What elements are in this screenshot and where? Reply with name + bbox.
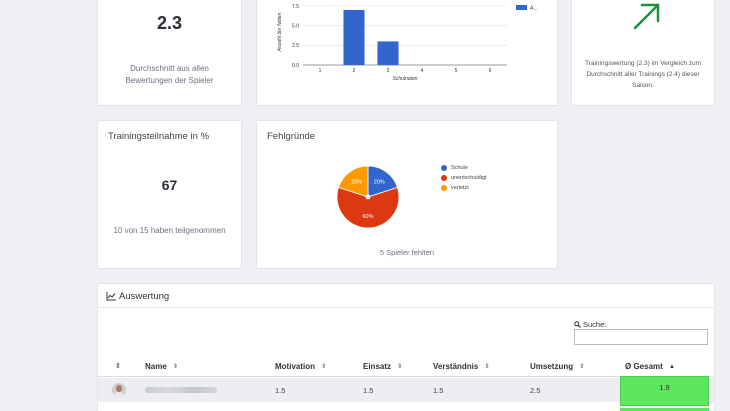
avatar-face bbox=[116, 385, 122, 392]
bar-chart-legend-swatch bbox=[516, 5, 527, 10]
avatar bbox=[112, 383, 126, 397]
table-row[interactable]: 1.5 1.5 1.5 2.5 1.8 bbox=[98, 376, 714, 406]
trend-description: Trainingswertung (2.3) im Vergleich zum … bbox=[584, 60, 702, 89]
search-input[interactable] bbox=[574, 329, 708, 345]
bar-chart-ylabel: Anzahl der Noten bbox=[277, 12, 283, 52]
cell-gesamt: 1.8 bbox=[620, 376, 709, 406]
sort-ascending-icon: ▲ bbox=[669, 363, 675, 370]
absence-title: Fehlgründe bbox=[267, 131, 316, 142]
pie-data-label: 20% bbox=[374, 179, 385, 185]
column-header-gesamt[interactable]: Ø Gesamt ▲ bbox=[625, 362, 675, 371]
column-header-umsetzung[interactable]: Umsetzung ⇕ bbox=[530, 362, 584, 371]
x-tick-label: 4 bbox=[421, 68, 424, 74]
pie-data-label: 60% bbox=[362, 214, 373, 220]
attendance-card: Trainingsteilnahme in % 67 10 von 15 hab… bbox=[97, 120, 242, 269]
bar-grade-2 bbox=[343, 9, 365, 65]
x-tick-label: 5 bbox=[455, 68, 458, 74]
y-tick-label: 5.0 bbox=[292, 23, 299, 29]
column-header-verstaendnis-label: Verständnis bbox=[433, 362, 479, 371]
legend-dot-verletzt bbox=[441, 185, 447, 191]
cell-gesamt-value: 1.8 bbox=[659, 383, 670, 392]
avg-rating-description: Durchschnitt aus allen Bewertungen der S… bbox=[125, 64, 214, 85]
cell-verstaendnis: 1.5 bbox=[433, 386, 444, 395]
trend-card: Trainingswertung (2.3) im Vergleich zum … bbox=[571, 0, 715, 106]
bar-chart-xlabel: Schulnoten bbox=[392, 76, 417, 82]
legend-dot-schule bbox=[441, 165, 447, 171]
column-header-motivation-label: Motivation bbox=[275, 362, 315, 371]
column-header-einsatz[interactable]: Einsatz ⇕ bbox=[363, 362, 402, 371]
absence-card: Fehlgründe 20% 60% 20% Schule unentschuldi… bbox=[256, 120, 558, 269]
pie-center-dot bbox=[365, 194, 371, 200]
y-tick-label: 7.5 bbox=[292, 4, 299, 10]
legend-item-verletzt: verletzt bbox=[441, 185, 469, 191]
cell-motivation: 1.5 bbox=[275, 386, 286, 395]
legend-item-unentschuldigt: unentschuldigt bbox=[441, 175, 486, 181]
avatar-body bbox=[114, 392, 124, 397]
cell-umsetzung: 2.5 bbox=[530, 386, 541, 395]
column-header-einsatz-label: Einsatz bbox=[363, 362, 392, 371]
x-tick-label: 6 bbox=[489, 68, 492, 74]
search-label: Suche: bbox=[583, 320, 607, 329]
x-tick-label: 1 bbox=[319, 68, 322, 74]
column-header-motivation[interactable]: Motivation ⇕ bbox=[275, 362, 326, 371]
absence-pie-chart: 20% 60% 20% bbox=[336, 165, 400, 229]
avg-rating-value: 2.3 bbox=[156, 13, 183, 33]
sort-icon: ⇕ bbox=[484, 364, 490, 371]
legend-label-verletzt: verletzt bbox=[451, 185, 469, 191]
column-header-name[interactable]: Name ⇕ bbox=[145, 362, 178, 371]
line-chart-icon bbox=[106, 292, 116, 301]
column-header-umsetzung-label: Umsetzung bbox=[530, 362, 574, 371]
evaluation-card: Auswertung Suche: ⇕ Name ⇕ Motivation ⇕ … bbox=[97, 283, 715, 411]
column-header-gesamt-label: Ø Gesamt bbox=[625, 362, 663, 371]
bar-grade-3 bbox=[377, 41, 399, 65]
pie-slice-verletzt bbox=[338, 165, 369, 198]
sort-icon: ⇕ bbox=[321, 364, 327, 371]
evaluation-header: Auswertung bbox=[98, 284, 714, 308]
cell-einsatz: 1.5 bbox=[363, 386, 374, 395]
attendance-description: 10 von 15 haben teilgenommen bbox=[113, 226, 226, 235]
x-tick-label: 3 bbox=[387, 68, 390, 74]
legend-dot-unentschuldigt bbox=[441, 175, 447, 181]
attendance-title: Trainingsteilnahme in % bbox=[108, 131, 210, 142]
sort-toggle-photo[interactable]: ⇕ bbox=[115, 363, 121, 370]
pie-slice-schule bbox=[367, 165, 398, 198]
table-header-row: ⇕ Name ⇕ Motivation ⇕ Einsatz ⇕ Verständ… bbox=[98, 357, 714, 377]
arrow-up-right-icon bbox=[633, 3, 660, 30]
pie-data-label: 20% bbox=[351, 179, 362, 185]
attendance-value: 67 bbox=[161, 177, 178, 193]
column-header-name-label: Name bbox=[145, 362, 167, 371]
absence-footer: 5 Spieler fehlten bbox=[379, 248, 435, 257]
column-header-verstaendnis[interactable]: Verständnis ⇕ bbox=[433, 362, 490, 371]
legend-item-schule: Schule bbox=[441, 165, 468, 171]
next-row-highlight bbox=[620, 408, 709, 411]
legend-label-schule: Schule bbox=[451, 165, 468, 171]
grades-bar-chart: Anzahl der Noten Schulnoten A... 0.0 2.5 5… bbox=[277, 4, 538, 82]
search-icon bbox=[574, 321, 581, 328]
x-tick-label: 2 bbox=[353, 68, 356, 74]
legend-label-unentschuldigt: unentschuldigt bbox=[451, 175, 487, 181]
grades-chart-card: Anzahl der Noten Schulnoten A... 0.0 2.5 5… bbox=[256, 0, 558, 106]
name-redaction-blur bbox=[145, 387, 217, 393]
avg-rating-card: 2.3 Durchschnitt aus allen Bewertungen d… bbox=[97, 0, 242, 106]
sort-icon: ⇕ bbox=[579, 364, 585, 371]
evaluation-title: Auswertung bbox=[119, 291, 170, 302]
sort-icon: ⇕ bbox=[397, 364, 403, 371]
bar-chart-legend-label: A... bbox=[530, 6, 538, 12]
y-tick-label: 2.5 bbox=[292, 43, 299, 49]
sort-icon: ⇕ bbox=[173, 364, 179, 371]
y-tick-label: 0.0 bbox=[292, 63, 299, 69]
pie-slice-unentschuldigt bbox=[336, 186, 400, 229]
